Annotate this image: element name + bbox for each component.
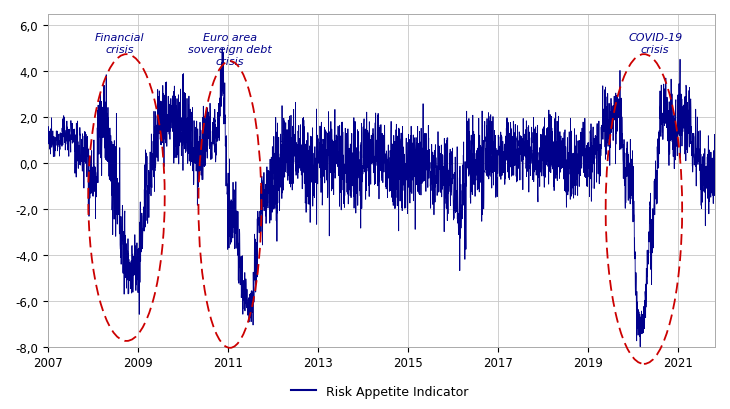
Risk Appetite Indicator	[619, 177, 628, 182]
Line: Risk Appetite Indicator: Risk Appetite Indicator	[47, 49, 715, 347]
Risk Appetite Indicator	[43, 140, 52, 145]
Risk Appetite Indicator	[347, 183, 356, 188]
Text: Euro area
sovereign debt
crisis: Euro area sovereign debt crisis	[188, 33, 272, 66]
Legend: Risk Appetite Indicator: Risk Appetite Indicator	[286, 380, 473, 403]
Risk Appetite Indicator	[710, 171, 719, 176]
Text: COVID-19
crisis: COVID-19 crisis	[628, 33, 683, 55]
Risk Appetite Indicator	[645, 249, 653, 254]
Risk Appetite Indicator	[282, 147, 291, 152]
Risk Appetite Indicator	[636, 344, 645, 349]
Risk Appetite Indicator	[218, 47, 226, 52]
Text: Financial
crisis: Financial crisis	[95, 33, 145, 55]
Risk Appetite Indicator	[595, 182, 604, 187]
Risk Appetite Indicator	[431, 158, 439, 163]
